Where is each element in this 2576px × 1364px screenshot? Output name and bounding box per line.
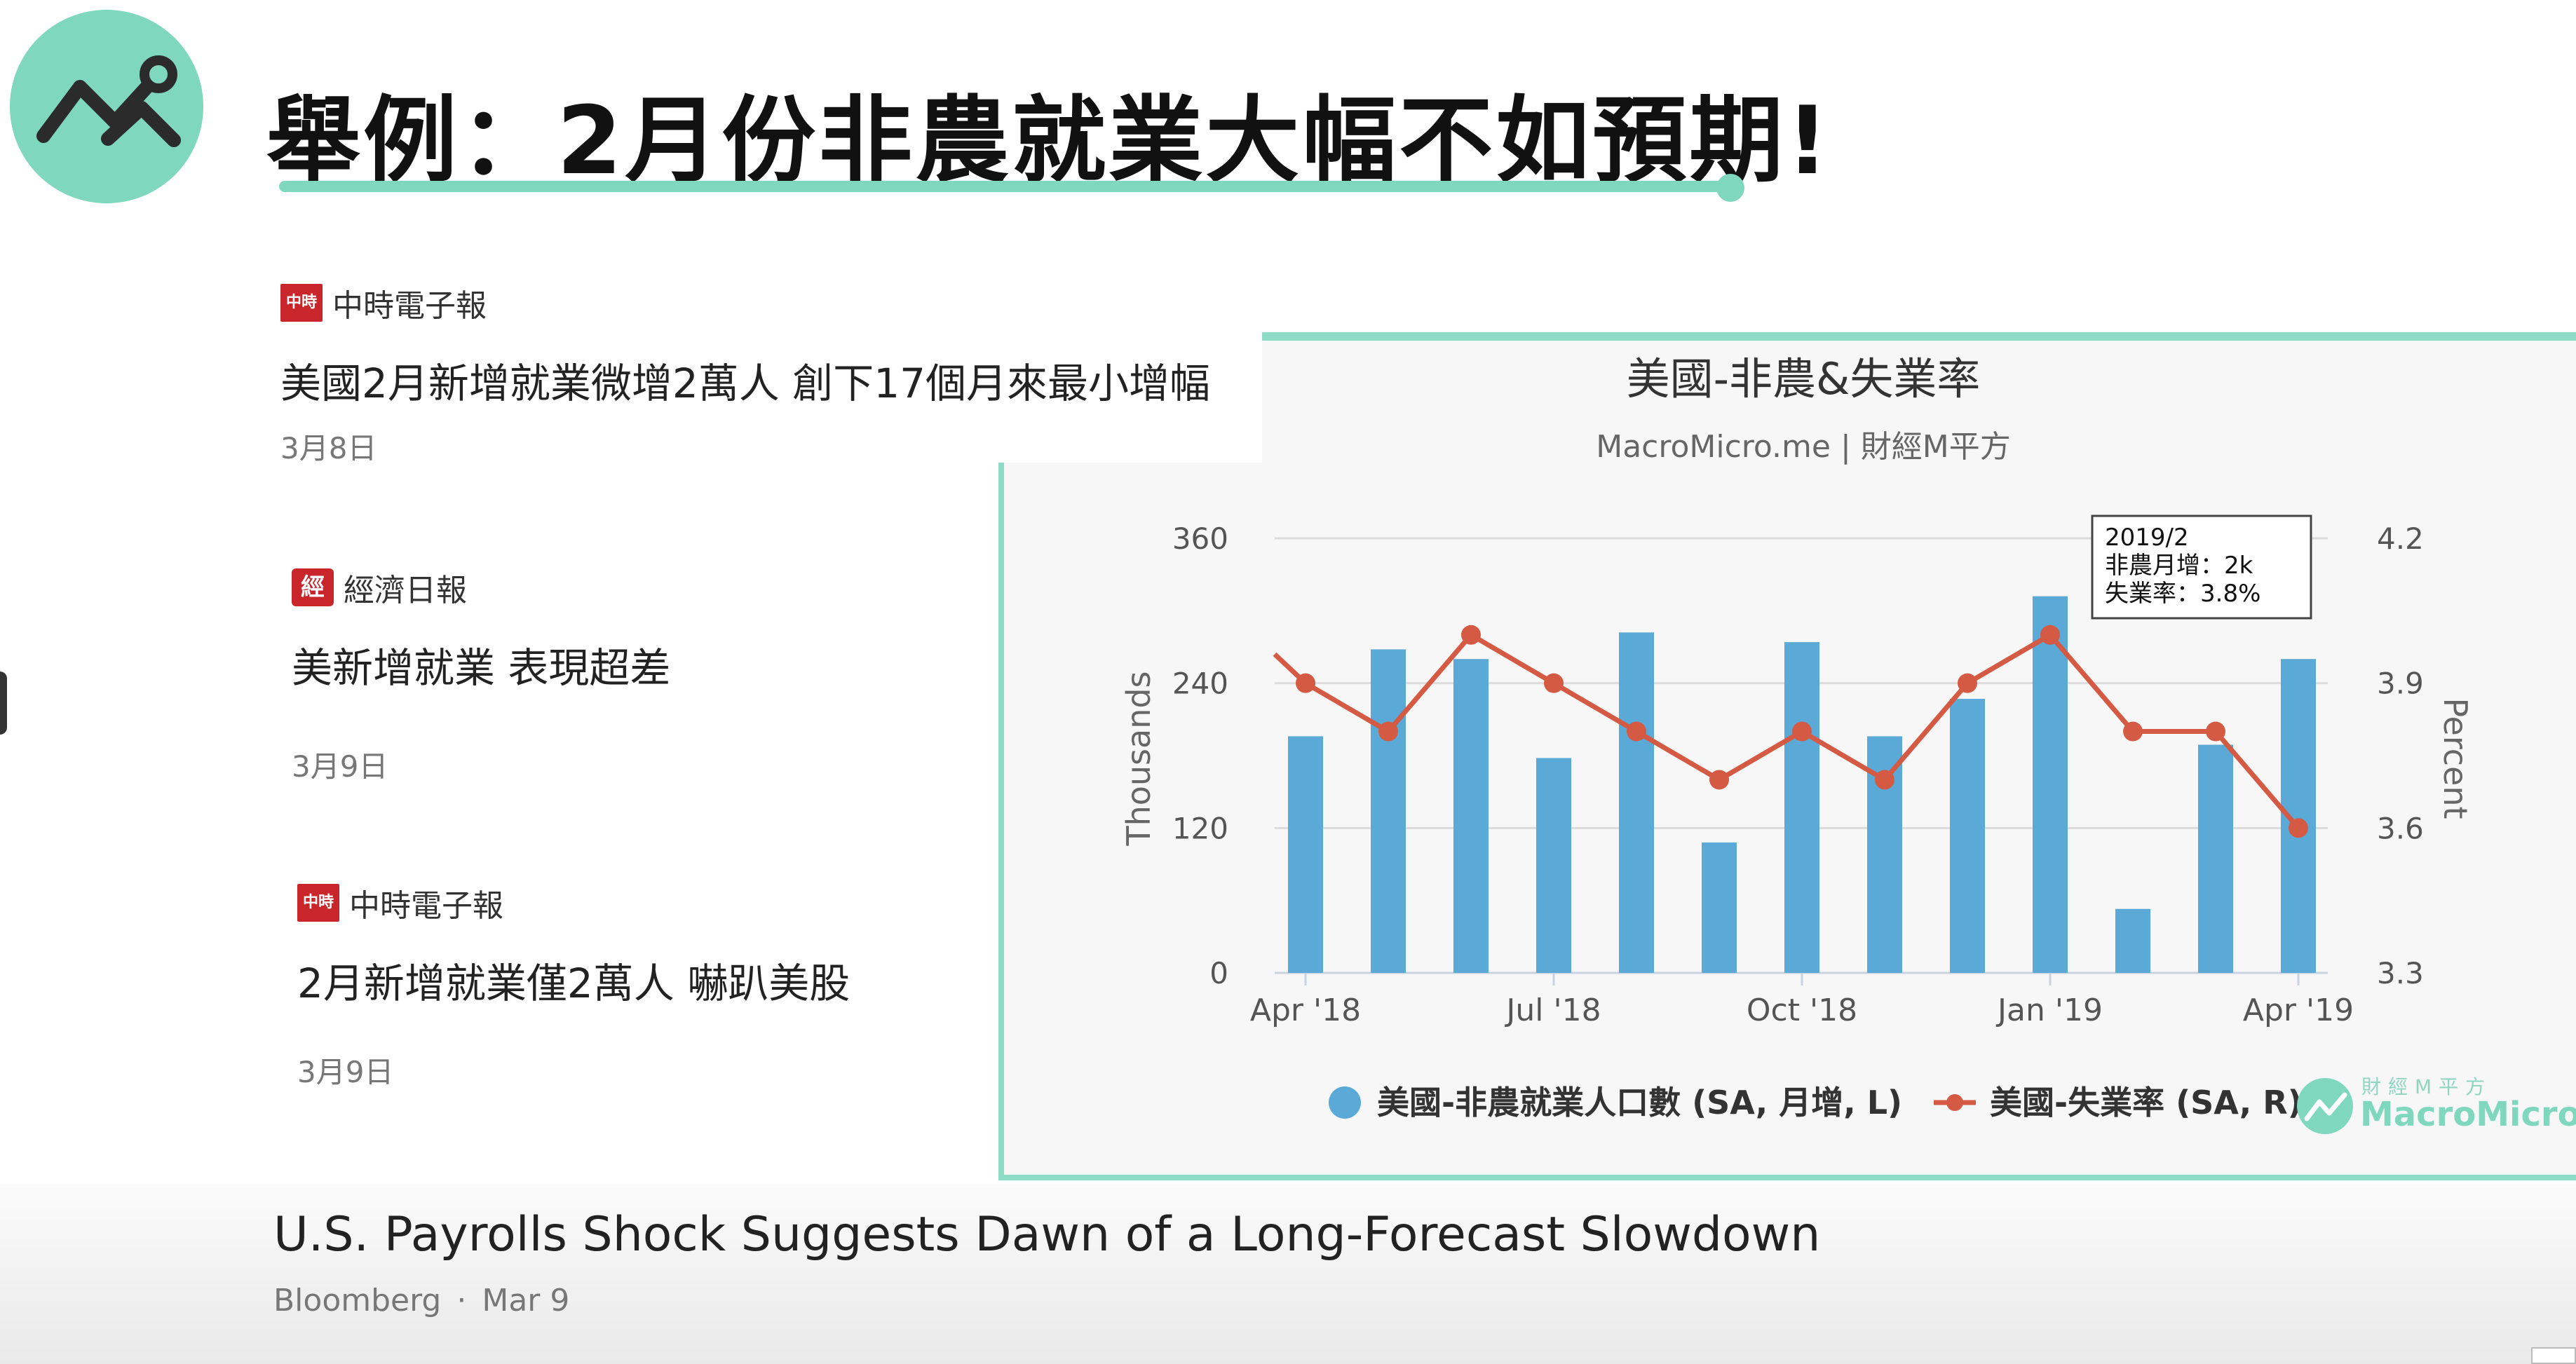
news-item[interactable]: 經 經濟日報 美新增就業 表現超差 3月9日 <box>292 565 670 786</box>
news-source-name: 中時電子報 <box>332 288 487 324</box>
news-source: 經 經濟日報 <box>292 565 670 610</box>
chinatimes-logo-icon: 中時 <box>280 284 323 322</box>
news-headline[interactable]: 美新增就業 表現超差 <box>292 644 671 692</box>
left-edge-tab[interactable] <box>0 671 7 735</box>
bloomberg-meta: Bloomberg · Mar 9 <box>273 1283 569 1318</box>
bloomberg-date: Mar 9 <box>482 1283 570 1318</box>
news-headline[interactable]: 美國2月新增就業微增2萬人 創下17個月來最小增幅 <box>280 360 1211 407</box>
meta-separator: · <box>456 1283 467 1318</box>
news-date: 3月9日 <box>297 1055 394 1089</box>
bloomberg-source: Bloomberg <box>273 1283 442 1318</box>
news-date: 3月8日 <box>280 431 377 465</box>
title-underline <box>279 181 1730 192</box>
chart-panel-border <box>1262 332 2576 338</box>
bloomberg-headline[interactable]: U.S. Payrolls Shock Suggests Dawn of a L… <box>273 1207 1821 1262</box>
bottom-fade <box>0 1185 2576 1364</box>
news-source: 中時 中時電子報 <box>297 880 850 925</box>
news-item[interactable]: 中時 中時電子報 2月新增就業僅2萬人 嚇趴美股 3月9日 <box>297 880 850 1091</box>
title-underline-dot <box>1716 174 1744 202</box>
news-source: 中時 中時電子報 <box>280 280 1262 325</box>
news-date: 3月9日 <box>292 749 388 784</box>
corner-indicator <box>2531 1347 2576 1364</box>
news-source-name: 經濟日報 <box>344 573 467 608</box>
news-headline[interactable]: 2月新增就業僅2萬人 嚇趴美股 <box>297 960 850 1007</box>
chart-trend-icon <box>36 55 181 147</box>
news-source-name: 中時電子報 <box>349 888 503 924</box>
slide-title: 舉例：2月份非農就業大幅不如預期! <box>266 86 1832 196</box>
chinatimes-logo-icon: 中時 <box>297 884 339 922</box>
news-item[interactable]: 中時 中時電子報 美國2月新增就業微增2萬人 創下17個月來最小增幅 3月8日 <box>280 280 1262 465</box>
macromicro-logo <box>10 10 203 203</box>
udn-logo-icon: 經 <box>292 568 334 606</box>
